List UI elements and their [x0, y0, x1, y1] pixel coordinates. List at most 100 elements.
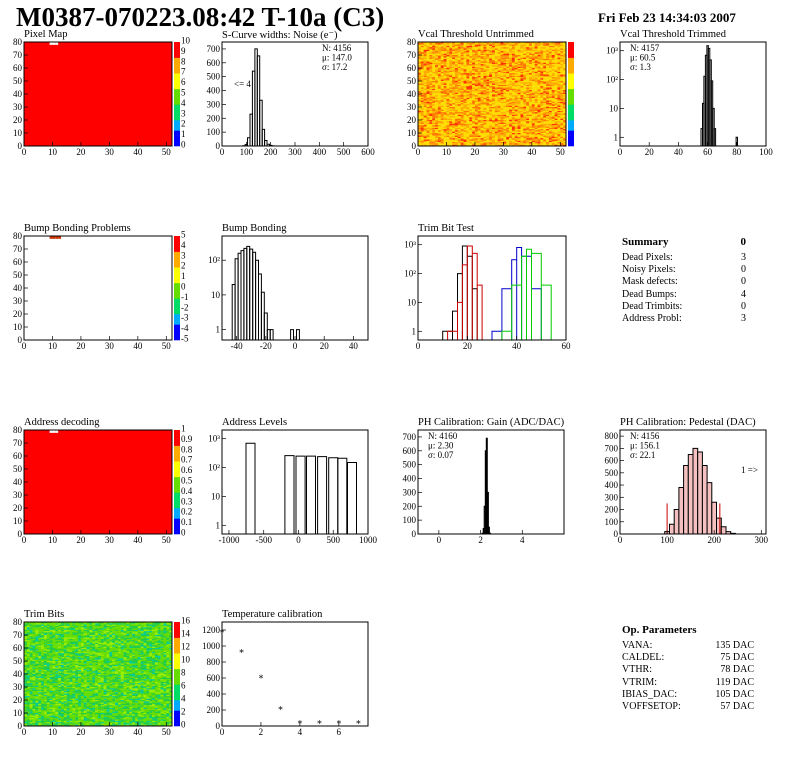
heatmap-cell — [551, 118, 555, 121]
heatmap-cell — [477, 136, 481, 139]
heatmap-cell — [517, 136, 521, 139]
heatmap-cell — [477, 138, 481, 140]
heatmap-cell — [455, 45, 459, 48]
heatmap-cell — [435, 91, 439, 93]
x-tick-label: 20 — [645, 147, 655, 157]
heatmap-cell — [531, 139, 535, 141]
x-tick-label: 40 — [349, 341, 359, 351]
heatmap-cell — [506, 114, 510, 117]
heatmap-cell — [529, 75, 533, 78]
heatmap-cell — [474, 110, 478, 113]
heatmap-cell — [540, 135, 544, 138]
heatmap-cell — [426, 101, 430, 104]
heatmap-cell — [500, 109, 504, 112]
heatmap-cell — [514, 65, 518, 67]
heatmap-cell — [534, 126, 538, 128]
heatmap-cell — [440, 48, 444, 50]
heatmap-cell — [29, 683, 33, 685]
heatmap-cell — [429, 129, 433, 131]
heatmap-cell — [483, 118, 487, 121]
heatmap-cell — [480, 114, 484, 117]
heatmap-cell — [517, 79, 521, 82]
heatmap-cell — [489, 95, 493, 97]
heatmap-cell — [523, 125, 527, 127]
heatmap-cell — [440, 118, 444, 121]
heatmap-cell — [426, 94, 430, 96]
heatmap-cell — [534, 96, 538, 99]
heatmap-cell — [543, 45, 547, 48]
histogram-bin — [725, 531, 732, 534]
heatmap-cell — [494, 143, 498, 145]
heatmap-cell — [500, 68, 504, 70]
heatmap-cell — [511, 109, 515, 112]
heatmap-cell — [472, 83, 476, 86]
heatmap-cell — [546, 43, 550, 45]
heatmap-cell — [494, 122, 498, 125]
heatmap-cell — [529, 51, 533, 53]
heatmap-cell — [457, 130, 461, 132]
heatmap-cell — [469, 114, 473, 117]
heatmap-cell — [554, 94, 558, 96]
heatmap-cell — [446, 138, 450, 140]
heatmap-cell — [426, 64, 430, 66]
heatmap-cell — [503, 56, 507, 58]
heatmap-cell — [560, 60, 564, 62]
heatmap-cell — [551, 66, 555, 69]
heatmap-cell — [26, 640, 30, 642]
heatmap-cell — [32, 702, 36, 705]
heatmap-cell — [554, 57, 558, 60]
heatmap-cell — [420, 135, 424, 138]
heatmap-cell — [506, 64, 510, 66]
heatmap-cell — [429, 43, 433, 45]
heatmap-cell — [543, 140, 547, 143]
heatmap-cell — [472, 125, 476, 127]
heatmap-cell — [534, 127, 538, 130]
heatmap-cell — [500, 140, 504, 143]
heatmap-cell — [477, 53, 481, 56]
heatmap-cell — [503, 94, 507, 96]
heatmap-cell — [32, 696, 36, 698]
heatmap-cell — [529, 118, 533, 121]
heatmap-cell — [509, 144, 513, 147]
heatmap-cell — [472, 64, 476, 66]
heatmap-cell — [531, 94, 535, 96]
heatmap-cell — [418, 61, 422, 63]
heatmap-cell — [449, 86, 453, 88]
heatmap-cell — [509, 135, 513, 138]
heatmap-cell — [446, 112, 450, 114]
heatmap-cell — [551, 99, 555, 101]
heatmap-cell — [511, 104, 515, 106]
heatmap-cell — [463, 61, 467, 63]
heatmap-cell — [543, 96, 547, 99]
heatmap-cell — [466, 48, 470, 50]
heatmap-cell — [506, 112, 510, 114]
heatmap-cell — [457, 143, 461, 145]
heatmap-cell — [500, 125, 504, 127]
heatmap-cell — [520, 68, 524, 70]
heatmap-cell — [506, 77, 510, 79]
heatmap-cell — [418, 62, 422, 65]
heatmap-cell — [529, 143, 533, 145]
heatmap-cell — [435, 97, 439, 100]
heatmap-cell — [526, 64, 530, 66]
heatmap-cell — [440, 53, 444, 56]
heatmap-cell — [418, 96, 422, 99]
heatmap-cell — [29, 666, 33, 668]
heatmap-cell — [426, 52, 430, 54]
heatmap-cell — [423, 123, 427, 126]
heatmap-cell — [506, 118, 510, 121]
heatmap-cell — [24, 641, 28, 643]
heatmap-cell — [503, 58, 507, 61]
heatmap-cell — [26, 722, 30, 724]
heatmap-cell — [443, 130, 447, 132]
heatmap-cell — [460, 143, 464, 145]
heatmap-cell — [426, 96, 430, 99]
heatmap-cell — [483, 120, 487, 122]
heatmap-cell — [452, 97, 456, 100]
heatmap-cell — [29, 719, 33, 721]
heatmap-cell — [517, 69, 521, 71]
heatmap-cell — [440, 52, 444, 54]
heatmap-cell — [497, 118, 501, 121]
heatmap-cell — [26, 718, 30, 720]
heatmap-cell — [26, 672, 30, 675]
